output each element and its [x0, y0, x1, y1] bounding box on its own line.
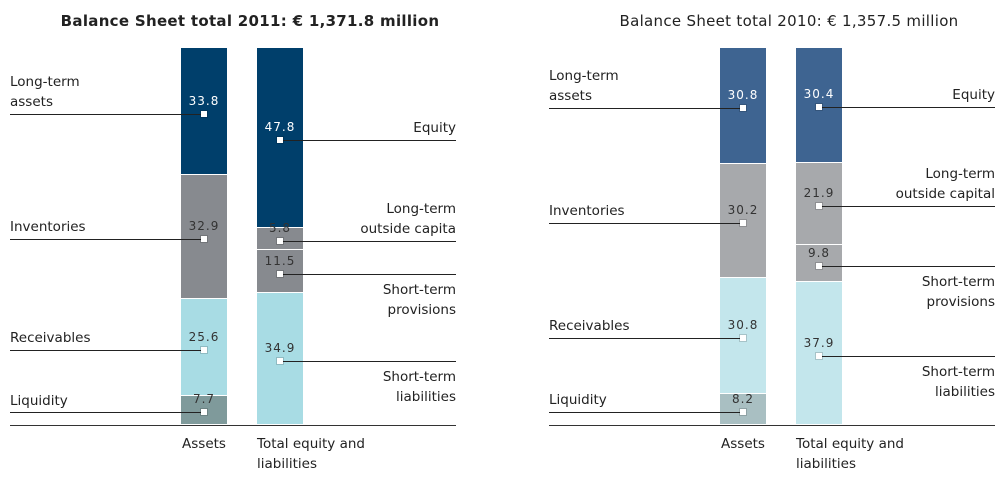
baseline: [10, 425, 456, 426]
category-label: Assets: [182, 436, 226, 452]
leader-line: [549, 108, 743, 110]
marker: [739, 104, 747, 113]
value-label: 30.8: [727, 88, 759, 103]
value-label: 25.6: [188, 329, 220, 344]
value-label: 33.8: [188, 93, 220, 108]
marker: [276, 136, 284, 145]
value-label: 30.8: [727, 318, 759, 333]
category-label: Assets: [721, 436, 765, 452]
leader-line: [549, 223, 743, 225]
marker: [815, 261, 823, 270]
marker: [200, 345, 208, 354]
marker: [200, 109, 208, 118]
baseline: [549, 425, 995, 426]
segment-label: Equity: [413, 120, 456, 137]
marker: [200, 235, 208, 244]
leader-line: [10, 239, 204, 241]
leader-line: [549, 411, 743, 413]
segment-label: Long-term outside capital: [895, 165, 995, 202]
marker: [276, 357, 284, 366]
segment-label: Short-term liabilities: [921, 363, 995, 400]
leader-line: [819, 205, 995, 207]
leader-line: [280, 140, 456, 142]
leader-line: [819, 355, 995, 357]
leader-line: [10, 349, 204, 351]
segment-label: Equity: [952, 87, 995, 104]
segment-label: Short-term liabilities: [382, 369, 456, 406]
leader-line: [280, 361, 456, 363]
leader-line: [280, 273, 456, 275]
segment-label: Receivables: [10, 329, 91, 346]
leader-line: [280, 241, 456, 243]
marker: [739, 407, 747, 416]
value-label: 5.8: [268, 221, 292, 236]
marker: [739, 219, 747, 228]
marker: [739, 334, 747, 343]
segment-label: Long-term assets: [10, 73, 80, 110]
segment-label: Liquidity: [549, 391, 607, 408]
leader-line: [10, 113, 204, 115]
category-label: Total equity and liabilities: [796, 436, 904, 472]
leader-line: [819, 265, 995, 267]
marker: [200, 408, 208, 417]
value-label: 32.9: [188, 219, 220, 234]
value-label: 30.4: [803, 87, 835, 102]
marker: [276, 237, 284, 246]
segment-label: Long-term assets: [549, 68, 619, 105]
chart-title: Balance Sheet total 2011: € 1,371.8 mill…: [60, 12, 440, 30]
segment-label: Short-term provisions: [382, 281, 456, 318]
value-label: 9.8: [807, 245, 831, 260]
value-label: 7.7: [192, 392, 216, 407]
value-label: 8.2: [731, 391, 755, 406]
marker: [276, 269, 284, 278]
segment-label: Short-term provisions: [921, 273, 995, 310]
chart-title: Balance Sheet total 2010: € 1,357.5 mill…: [619, 12, 959, 30]
segment-label: Long-term outside capita: [360, 201, 456, 238]
value-label: 21.9: [803, 185, 835, 200]
category-label: Total equity and liabilities: [257, 436, 365, 472]
marker: [815, 103, 823, 112]
segment-label: Liquidity: [10, 392, 68, 409]
value-label: 11.5: [264, 253, 296, 268]
marker: [815, 351, 823, 360]
value-label: 47.8: [264, 120, 296, 135]
segment-label: Inventories: [10, 219, 86, 236]
value-label: 30.2: [727, 203, 759, 218]
leader-line: [819, 107, 995, 109]
segment-label: Receivables: [549, 318, 630, 335]
marker: [815, 201, 823, 210]
segment-label: Inventories: [549, 203, 625, 220]
value-label: 34.9: [264, 341, 296, 356]
leader-line: [549, 338, 743, 340]
leader-line: [10, 412, 204, 414]
value-label: 37.9: [803, 335, 835, 350]
